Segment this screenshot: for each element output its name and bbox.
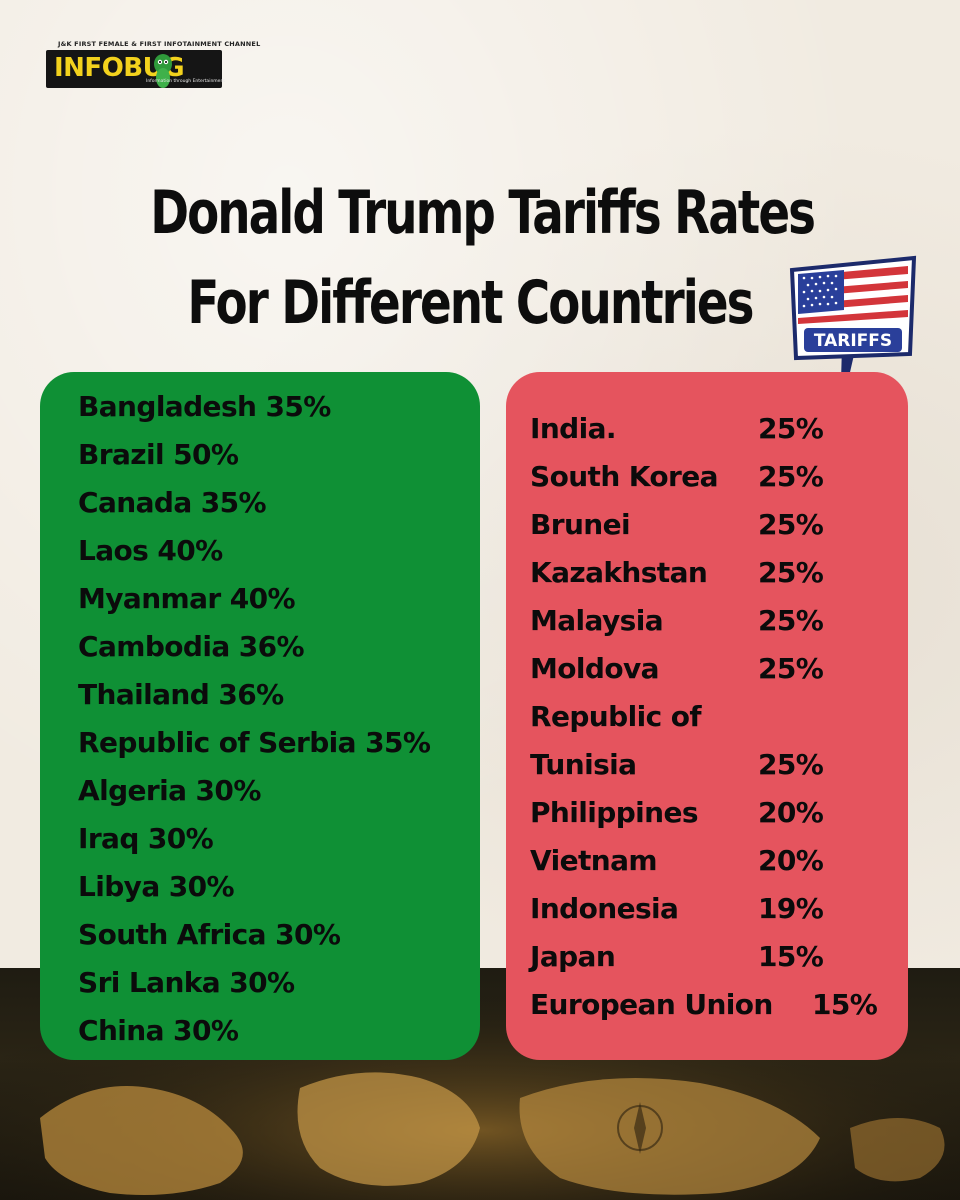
list-item: Cambodia 36% xyxy=(78,630,305,663)
list-item: Moldova 25% xyxy=(530,648,890,696)
tariff-rate: 25% xyxy=(758,604,824,637)
country-name: Moldova xyxy=(530,652,660,685)
list-item: European Union 15% xyxy=(530,984,890,1032)
bug-mascot-icon xyxy=(154,54,172,88)
list-item: Indonesia 19% xyxy=(530,888,890,936)
country-name: Malaysia xyxy=(530,604,664,637)
tariff-rate: 20% xyxy=(758,844,824,877)
country-name: Brunei xyxy=(530,508,631,541)
tariff-rate: 25% xyxy=(758,508,824,541)
logo-box xyxy=(46,50,222,88)
list-item: Japan 15% xyxy=(530,936,890,984)
list-item: Philippines 20% xyxy=(530,792,890,840)
country-name: Indonesia xyxy=(530,892,679,925)
list-item: India. 25% xyxy=(530,408,890,456)
list-item: China 30% xyxy=(78,1014,239,1047)
tariff-rate: 15% xyxy=(812,988,878,1021)
tariff-rate: 25% xyxy=(758,652,824,685)
red-country-list: India. 25% South Korea 25% Brunei 25% Kazak… xyxy=(530,408,890,1032)
list-item: Iraq 30% xyxy=(78,822,214,855)
list-item: Republic of xyxy=(530,696,890,744)
list-item: Tunisia 25% xyxy=(530,744,890,792)
red-tariff-card: India. 25% South Korea 25% Brunei 25% Kazak… xyxy=(506,372,908,1060)
country-name: Japan xyxy=(530,940,616,973)
tariff-rate: 15% xyxy=(758,940,824,973)
country-name: India. xyxy=(530,412,617,445)
title-line-2: For Different Countries xyxy=(187,268,754,338)
list-item: Kazakhstan 25% xyxy=(530,552,890,600)
list-item: Canada 35% xyxy=(78,486,267,519)
tariff-rate: 25% xyxy=(758,748,824,781)
list-item: Brazil 50% xyxy=(78,438,239,471)
country-name: Tunisia xyxy=(530,748,637,781)
list-item: Algeria 30% xyxy=(78,774,261,807)
list-item: Myanmar 40% xyxy=(78,582,296,615)
list-item: Vietnam 20% xyxy=(530,840,890,888)
tariff-rate: 25% xyxy=(758,412,824,445)
list-item: Republic of Serbia 35% xyxy=(78,726,431,759)
tariffs-badge-label: TARIFFS xyxy=(814,331,892,351)
green-tariff-card: Bangladesh 35% Brazil 50% Canada 35% Lao… xyxy=(40,372,480,1060)
list-item: Laos 40% xyxy=(78,534,223,567)
country-name: Philippines xyxy=(530,796,699,829)
country-name: South Korea xyxy=(530,460,719,493)
list-item: Brunei 25% xyxy=(530,504,890,552)
logo-tagline: J&K FIRST FEMALE & FIRST INFOTAINMENT CH… xyxy=(58,40,261,48)
tariff-rate: 25% xyxy=(758,556,824,589)
page-title: Donald Trump Tariffs Rates For Different… xyxy=(150,168,816,348)
list-item: Libya 30% xyxy=(78,870,235,903)
green-country-list: Bangladesh 35% Brazil 50% Canada 35% Lao… xyxy=(78,386,431,1058)
title-line-1: Donald Trump Tariffs Rates xyxy=(150,178,816,248)
country-name: Republic of xyxy=(530,700,702,733)
logo-subtitle: Information through Entertainment xyxy=(146,79,226,84)
list-item: Sri Lanka 30% xyxy=(78,966,295,999)
list-item: Malaysia 25% xyxy=(530,600,890,648)
tariff-rate: 25% xyxy=(758,460,824,493)
list-item: South Africa 30% xyxy=(78,918,341,951)
list-item: Bangladesh 35% xyxy=(78,390,331,423)
infobug-logo: J&K FIRST FEMALE & FIRST INFOTAINMENT CH… xyxy=(46,40,260,90)
country-name: European Union xyxy=(530,988,773,1021)
country-name: Kazakhstan xyxy=(530,556,708,589)
country-name: Vietnam xyxy=(530,844,658,877)
tariff-rate: 20% xyxy=(758,796,824,829)
list-item: Thailand 36% xyxy=(78,678,284,711)
list-item: South Korea 25% xyxy=(530,456,890,504)
tariff-rate: 19% xyxy=(758,892,824,925)
